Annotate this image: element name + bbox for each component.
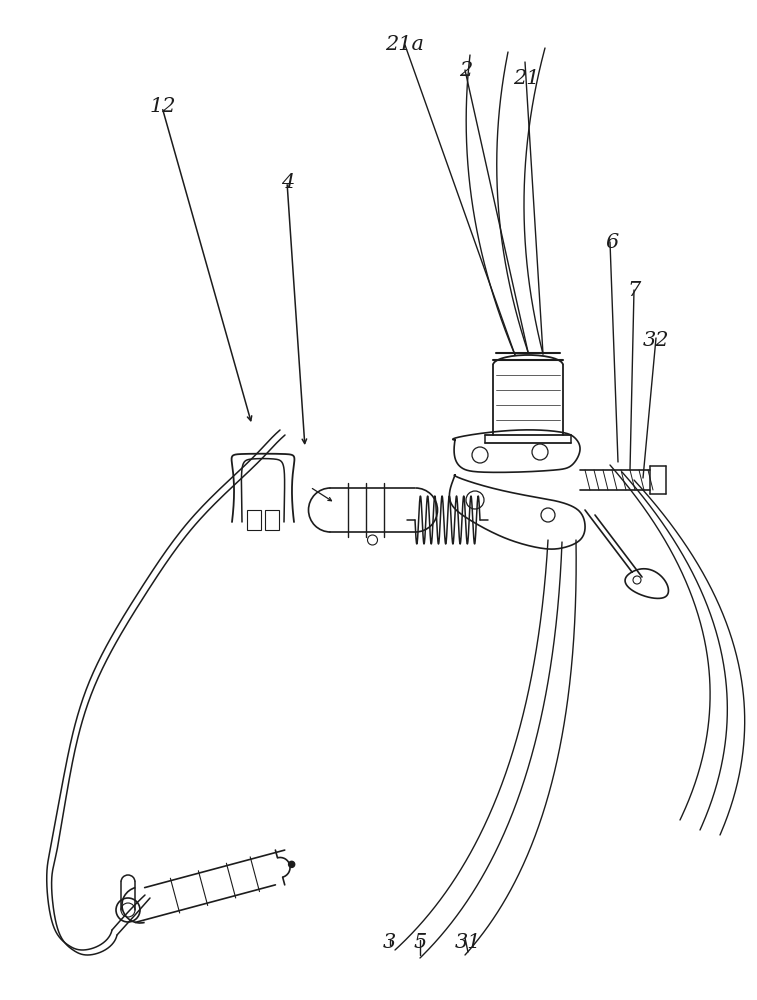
Circle shape xyxy=(288,861,294,867)
Text: 12: 12 xyxy=(149,98,176,116)
Bar xyxy=(265,510,279,530)
Text: 21a: 21a xyxy=(385,35,425,54)
Text: 21: 21 xyxy=(512,68,540,88)
Text: 2: 2 xyxy=(459,60,472,80)
Text: 3: 3 xyxy=(383,932,397,952)
Text: 5: 5 xyxy=(413,932,427,952)
Text: 31: 31 xyxy=(454,932,481,952)
Bar xyxy=(247,510,261,530)
Text: 7: 7 xyxy=(628,280,641,300)
Text: 32: 32 xyxy=(642,330,669,350)
Text: 6: 6 xyxy=(605,232,618,251)
Text: 4: 4 xyxy=(281,172,294,192)
